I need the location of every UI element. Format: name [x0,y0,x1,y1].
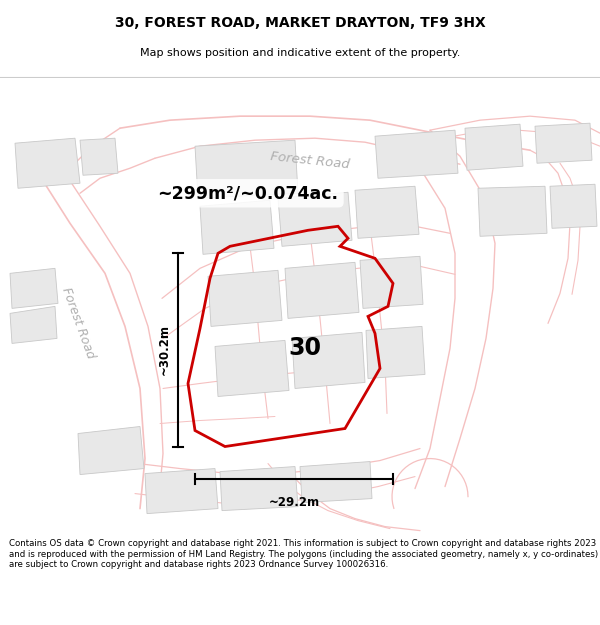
Text: ~29.2m: ~29.2m [268,496,320,509]
Text: Contains OS data © Crown copyright and database right 2021. This information is : Contains OS data © Crown copyright and d… [9,539,598,569]
Polygon shape [215,341,289,396]
Polygon shape [220,466,298,511]
Polygon shape [80,138,118,175]
Polygon shape [10,268,58,308]
Polygon shape [300,461,372,503]
Polygon shape [360,256,423,308]
Text: Map shows position and indicative extent of the property.: Map shows position and indicative extent… [140,48,460,58]
Polygon shape [195,140,298,198]
Polygon shape [366,326,425,379]
Polygon shape [145,469,218,514]
Text: Forest Road: Forest Road [59,286,97,361]
Polygon shape [200,200,274,254]
Text: ~30.2m: ~30.2m [157,324,170,376]
Polygon shape [78,426,144,474]
Polygon shape [478,186,547,236]
Text: ~299m²/~0.074ac.: ~299m²/~0.074ac. [157,184,338,203]
Polygon shape [15,138,80,188]
Text: 30, FOREST ROAD, MARKET DRAYTON, TF9 3HX: 30, FOREST ROAD, MARKET DRAYTON, TF9 3HX [115,16,485,29]
Polygon shape [355,186,419,238]
Polygon shape [285,262,359,318]
Polygon shape [550,184,597,228]
Polygon shape [292,332,365,389]
Polygon shape [208,271,282,326]
Polygon shape [465,124,523,170]
Text: Forest Road: Forest Road [270,149,350,171]
Polygon shape [535,123,592,163]
Polygon shape [10,306,57,343]
Polygon shape [375,130,458,178]
Text: 30: 30 [289,336,322,361]
Polygon shape [278,192,352,246]
